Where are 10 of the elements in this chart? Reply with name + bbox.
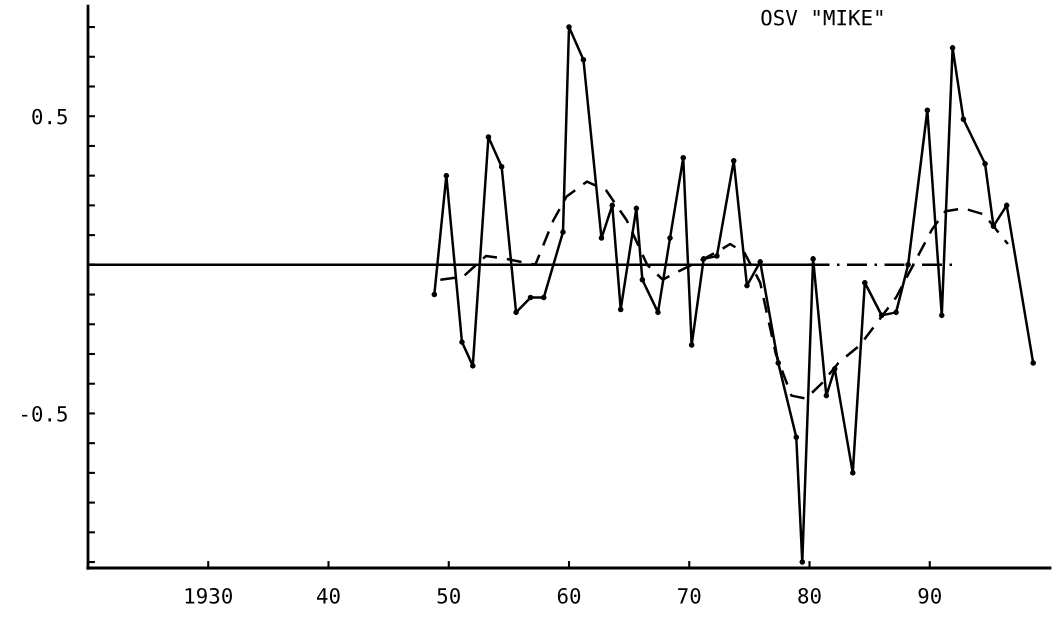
x-tick-label: 70 <box>678 587 701 604</box>
x-tick-label: 90 <box>918 587 941 604</box>
y-tick-label: 0.5 <box>32 108 67 125</box>
chart-title: OSV "MIKE" <box>761 9 883 26</box>
y-tick-label: -0.5 <box>22 405 67 422</box>
x-tick-label: 80 <box>798 587 821 604</box>
x-tick-label: 1930 <box>185 587 232 604</box>
x-tick-label: 50 <box>437 587 460 604</box>
x-tick-label: 40 <box>317 587 340 604</box>
x-tick-label: 60 <box>557 587 581 604</box>
